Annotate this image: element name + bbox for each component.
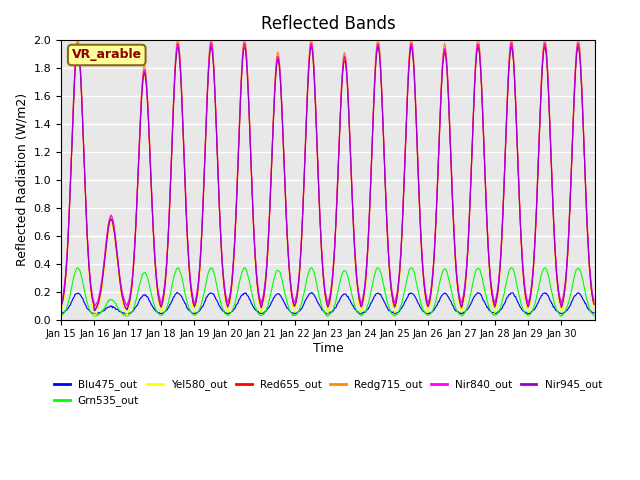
Red655_out (265, 228, 273, 234)
Red655_out (218, 261, 226, 267)
Yel580_out (266, 218, 273, 224)
Redg715_out (413, 150, 421, 156)
Nir945_out (374, 44, 382, 49)
Line: Red655_out: Red655_out (61, 44, 594, 311)
Yel580_out (590, 307, 598, 313)
Blu475_out (590, 310, 598, 315)
Yel580_out (413, 158, 421, 164)
Redg715_out (384, 235, 392, 240)
Blu475_out (384, 305, 392, 311)
Grn535_out (266, 296, 273, 302)
Red655_out (408, 41, 415, 47)
Nir945_out (590, 301, 598, 307)
Yel580_out (90, 313, 98, 319)
Line: Nir945_out: Nir945_out (61, 47, 594, 311)
Blu475_out (413, 299, 421, 305)
Nir840_out (590, 298, 598, 303)
Grn535_out (120, 312, 127, 318)
Grn535_out (246, 278, 253, 284)
Nir945_out (245, 101, 253, 107)
Nir840_out (219, 267, 227, 273)
Line: Redg715_out: Redg715_out (61, 38, 594, 309)
Blu475_out (57, 311, 65, 316)
Blu475_out (92, 312, 99, 317)
Blu475_out (266, 304, 273, 310)
Blu475_out (173, 289, 181, 295)
Grn535_out (57, 313, 65, 319)
Grn535_out (590, 313, 598, 319)
Red655_out (590, 301, 598, 307)
Yel580_out (57, 309, 65, 315)
Nir840_out (384, 234, 392, 240)
Nir840_out (57, 300, 65, 306)
Nir840_out (413, 152, 421, 157)
Grn535_out (241, 265, 248, 271)
Blu475_out (120, 310, 128, 316)
Nir945_out (90, 308, 98, 313)
Redg715_out (57, 302, 65, 308)
Nir945_out (384, 238, 392, 244)
Title: Reflected Bands: Reflected Bands (260, 15, 396, 33)
Nir840_out (90, 303, 98, 309)
Yel580_out (246, 121, 253, 127)
Y-axis label: Reflected Radiation (W/m2): Reflected Radiation (W/m2) (15, 93, 28, 266)
Redg715_out (590, 300, 598, 306)
Red655_out (120, 302, 128, 308)
Redg715_out (121, 302, 129, 308)
Nir840_out (266, 209, 273, 215)
Nir945_out (265, 229, 273, 235)
Line: Nir840_out: Nir840_out (61, 42, 594, 306)
Nir840_out (120, 297, 128, 302)
Red655_out (383, 224, 391, 229)
Redg715_out (219, 268, 227, 274)
Nir945_out (57, 304, 65, 310)
Line: Yel580_out: Yel580_out (61, 48, 594, 316)
Blu475_out (219, 308, 227, 314)
Yel580_out (384, 243, 392, 249)
Line: Grn535_out: Grn535_out (61, 268, 594, 316)
Nir840_out (207, 39, 215, 45)
Grn535_out (413, 286, 421, 291)
Grn535_out (384, 300, 392, 306)
Line: Blu475_out: Blu475_out (61, 292, 594, 314)
Redg715_out (246, 111, 253, 117)
Yel580_out (241, 45, 248, 50)
Redg715_out (90, 306, 98, 312)
Red655_out (92, 308, 99, 313)
Red655_out (57, 303, 65, 309)
X-axis label: Time: Time (312, 342, 343, 355)
Grn535_out (122, 313, 129, 319)
Text: VR_arable: VR_arable (72, 48, 142, 61)
Nir945_out (218, 262, 226, 268)
Red655_out (413, 154, 421, 159)
Redg715_out (266, 209, 273, 215)
Yel580_out (120, 306, 128, 312)
Nir945_out (413, 156, 421, 161)
Legend: Blu475_out, Grn535_out, Yel580_out, Red655_out, Redg715_out, Nir840_out, Nir945_: Blu475_out, Grn535_out, Yel580_out, Red6… (50, 375, 606, 410)
Red655_out (245, 98, 253, 104)
Nir840_out (246, 115, 253, 120)
Grn535_out (218, 304, 226, 310)
Blu475_out (246, 297, 253, 302)
Redg715_out (74, 36, 81, 41)
Nir945_out (120, 301, 128, 307)
Yel580_out (218, 267, 226, 273)
